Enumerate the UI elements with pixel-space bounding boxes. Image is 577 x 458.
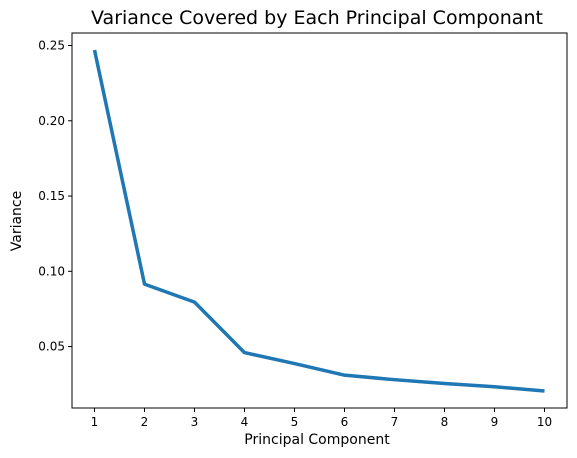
x-tick-label: 6 — [341, 415, 349, 429]
x-tick-label: 5 — [291, 415, 299, 429]
x-tick-label: 1 — [91, 415, 99, 429]
y-axis-label: Variance — [9, 191, 25, 251]
y-tick-label: 0.25 — [38, 39, 65, 53]
x-tick-label: 9 — [491, 415, 499, 429]
x-tick-label: 8 — [441, 415, 449, 429]
x-axis: 1 2 3 4 5 6 7 8 9 10 — [91, 408, 552, 429]
plot-area — [71, 32, 568, 409]
x-tick-label: 10 — [537, 415, 552, 429]
plot-frame — [71, 32, 568, 409]
y-tick-label: 0.15 — [38, 189, 65, 203]
y-tick-label: 0.05 — [38, 340, 65, 354]
y-tick-label: 0.20 — [38, 114, 65, 128]
x-tick-label: 7 — [391, 415, 399, 429]
y-axis: 0.05 0.10 0.15 0.20 0.25 — [38, 39, 72, 354]
x-tick-label: 3 — [191, 415, 199, 429]
x-axis-label: Principal Component — [244, 432, 390, 448]
x-tick-label: 2 — [141, 415, 149, 429]
chart-title: Variance Covered by Each Principal Compo… — [91, 7, 543, 29]
y-tick-label: 0.10 — [38, 264, 65, 278]
series-line-variance — [92, 49, 545, 393]
x-tick-label: 4 — [241, 415, 249, 429]
